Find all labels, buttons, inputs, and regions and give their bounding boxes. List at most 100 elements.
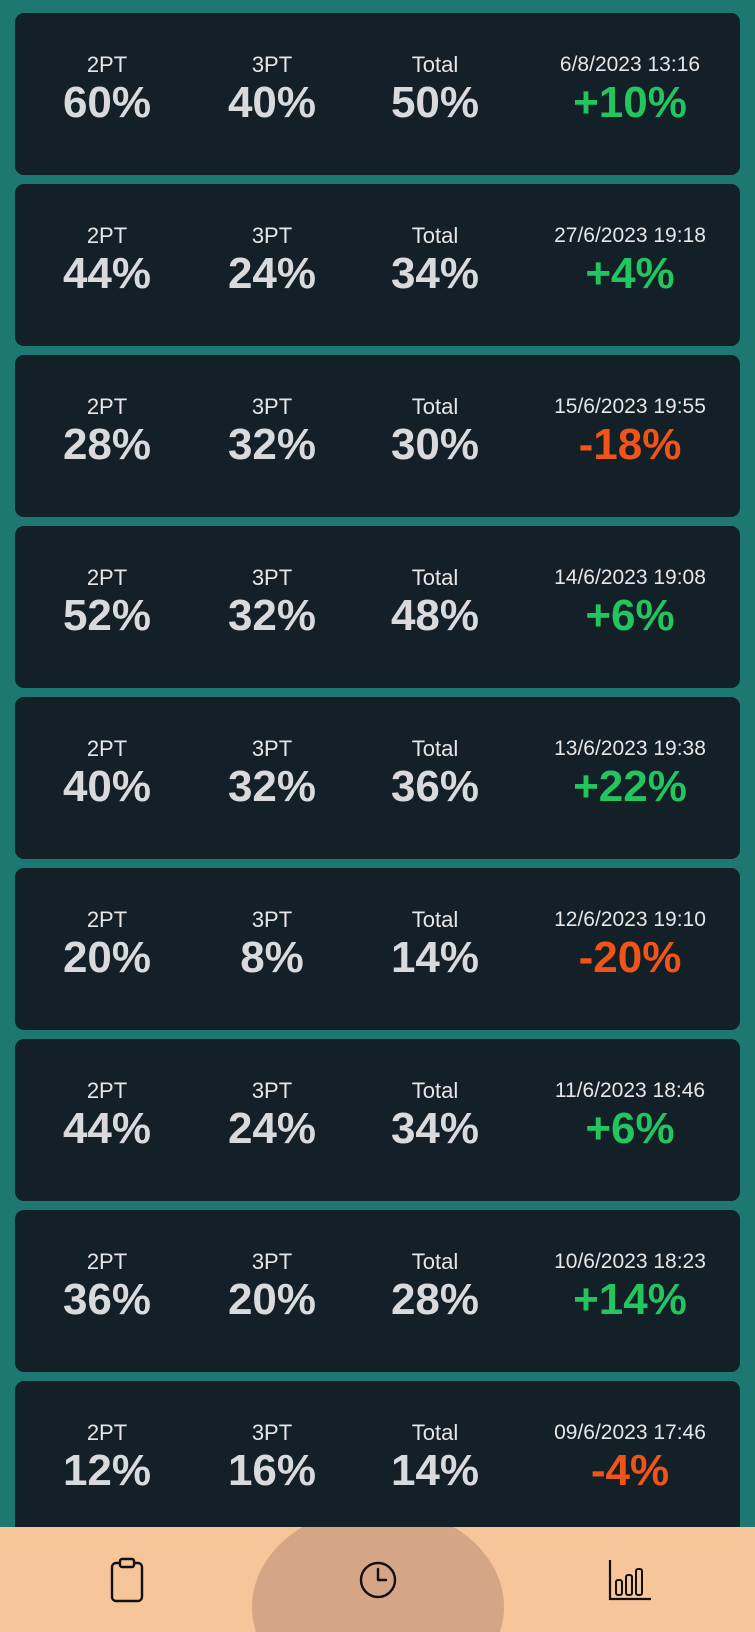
session-card[interactable]: 2PT 44% 3PT 24% Total 34% 27/6/2023 19:18 +4… (15, 184, 740, 346)
stat-value: 8% (240, 933, 304, 982)
total-stat: Total 28% (365, 1249, 505, 1325)
two-pt-stat: 2PT 28% (37, 394, 177, 470)
stat-value: 36% (390, 762, 480, 811)
session-timestamp: 09/6/2023 17:46 (554, 1421, 706, 1444)
session-timestamp: 12/6/2023 19:10 (554, 908, 706, 931)
three-pt-stat: 3PT 16% (202, 1420, 342, 1496)
total-stat: Total 36% (365, 736, 505, 812)
session-timestamp: 27/6/2023 19:18 (554, 224, 706, 247)
two-pt-stat: 2PT 44% (37, 223, 177, 299)
stat-value: 32% (227, 420, 317, 469)
session-date-change: 12/6/2023 19:10 -20% (525, 907, 735, 983)
stat-label: 3PT (251, 907, 293, 932)
stat-label: 3PT (251, 1420, 293, 1445)
stat-label: 2PT (86, 565, 128, 590)
total-stat: Total 14% (365, 1420, 505, 1496)
bottom-nav (0, 1527, 755, 1632)
stat-label: 2PT (86, 736, 128, 761)
bar-chart-icon (608, 1559, 651, 1600)
change-value: +6% (585, 1104, 675, 1153)
two-pt-stat: 2PT 40% (37, 736, 177, 812)
session-history-list: 2PT 60% 3PT 40% Total 50% 6/8/2023 13:16 +10… (15, 13, 740, 1552)
stat-label: 3PT (251, 394, 293, 419)
session-date-change: 15/6/2023 19:55 -18% (525, 394, 735, 470)
clipboard-icon (110, 1557, 144, 1602)
session-card[interactable]: 2PT 20% 3PT 8% Total 14% 12/6/2023 19:10 -20… (15, 868, 740, 1030)
three-pt-stat: 3PT 40% (202, 52, 342, 128)
stat-label: 3PT (251, 1249, 293, 1274)
stat-label: Total (411, 1420, 459, 1445)
stat-value: 28% (390, 1275, 480, 1324)
clock-icon (359, 1561, 397, 1598)
stat-value: 36% (62, 1275, 152, 1324)
stat-label: Total (411, 52, 459, 77)
total-stat: Total 34% (365, 223, 505, 299)
stat-label: Total (411, 223, 459, 248)
stat-value: 34% (390, 1104, 480, 1153)
stat-value: 50% (390, 78, 480, 127)
stat-value: 44% (62, 249, 152, 298)
two-pt-stat: 2PT 52% (37, 565, 177, 641)
stat-label: 2PT (86, 907, 128, 932)
stat-label: Total (411, 736, 459, 761)
stat-label: 2PT (86, 1420, 128, 1445)
two-pt-stat: 2PT 36% (37, 1249, 177, 1325)
three-pt-stat: 3PT 32% (202, 565, 342, 641)
session-card[interactable]: 2PT 60% 3PT 40% Total 50% 6/8/2023 13:16 +10… (15, 13, 740, 175)
session-date-change: 14/6/2023 19:08 +6% (525, 565, 735, 641)
session-card[interactable]: 2PT 44% 3PT 24% Total 34% 11/6/2023 18:46 +6… (15, 1039, 740, 1201)
three-pt-stat: 3PT 32% (202, 736, 342, 812)
session-card[interactable]: 2PT 52% 3PT 32% Total 48% 14/6/2023 19:08 +6… (15, 526, 740, 688)
stat-label: Total (411, 907, 459, 932)
nav-history-button[interactable] (318, 1527, 438, 1632)
stat-value: 60% (62, 78, 152, 127)
three-pt-stat: 3PT 24% (202, 1078, 342, 1154)
change-value: +14% (573, 1275, 687, 1324)
session-timestamp: 6/8/2023 13:16 (559, 53, 701, 76)
stat-label: 3PT (251, 565, 293, 590)
stat-label: Total (411, 1249, 459, 1274)
total-stat: Total 34% (365, 1078, 505, 1154)
two-pt-stat: 2PT 12% (37, 1420, 177, 1496)
stat-value: 24% (227, 1104, 317, 1153)
three-pt-stat: 3PT 24% (202, 223, 342, 299)
session-timestamp: 15/6/2023 19:55 (554, 395, 706, 418)
stat-label: 3PT (251, 736, 293, 761)
stat-label: 2PT (86, 52, 128, 77)
change-value: +10% (573, 78, 687, 127)
stat-label: 2PT (86, 394, 128, 419)
stat-label: 2PT (86, 223, 128, 248)
three-pt-stat: 3PT 32% (202, 394, 342, 470)
session-date-change: 27/6/2023 19:18 +4% (525, 223, 735, 299)
stat-value: 34% (390, 249, 480, 298)
three-pt-stat: 3PT 8% (202, 907, 342, 983)
session-card[interactable]: 2PT 12% 3PT 16% Total 14% 09/6/2023 17:46 -4… (15, 1381, 740, 1543)
stat-value: 40% (227, 78, 317, 127)
stat-label: 3PT (251, 223, 293, 248)
total-stat: Total 14% (365, 907, 505, 983)
session-date-change: 13/6/2023 19:38 +22% (525, 736, 735, 812)
total-stat: Total 30% (365, 394, 505, 470)
total-stat: Total 50% (365, 52, 505, 128)
session-card[interactable]: 2PT 40% 3PT 32% Total 36% 13/6/2023 19:38 +2… (15, 697, 740, 859)
change-value: -20% (578, 933, 682, 982)
stat-value: 14% (390, 933, 480, 982)
nav-stats-button[interactable] (570, 1527, 690, 1632)
session-timestamp: 14/6/2023 19:08 (554, 566, 706, 589)
stat-value: 30% (390, 420, 480, 469)
stat-label: 2PT (86, 1078, 128, 1103)
stat-value: 32% (227, 762, 317, 811)
session-date-change: 09/6/2023 17:46 -4% (525, 1420, 735, 1496)
total-stat: Total 48% (365, 565, 505, 641)
stat-label: Total (411, 565, 459, 590)
session-date-change: 6/8/2023 13:16 +10% (525, 52, 735, 128)
change-value: +6% (585, 591, 675, 640)
session-timestamp: 13/6/2023 19:38 (554, 737, 706, 760)
session-date-change: 10/6/2023 18:23 +14% (525, 1249, 735, 1325)
session-date-change: 11/6/2023 18:46 +6% (525, 1078, 735, 1154)
session-card[interactable]: 2PT 36% 3PT 20% Total 28% 10/6/2023 18:23 +1… (15, 1210, 740, 1372)
nav-new-session-button[interactable] (67, 1527, 187, 1632)
stat-label: 3PT (251, 52, 293, 77)
session-card[interactable]: 2PT 28% 3PT 32% Total 30% 15/6/2023 19:55 -1… (15, 355, 740, 517)
stat-value: 44% (62, 1104, 152, 1153)
